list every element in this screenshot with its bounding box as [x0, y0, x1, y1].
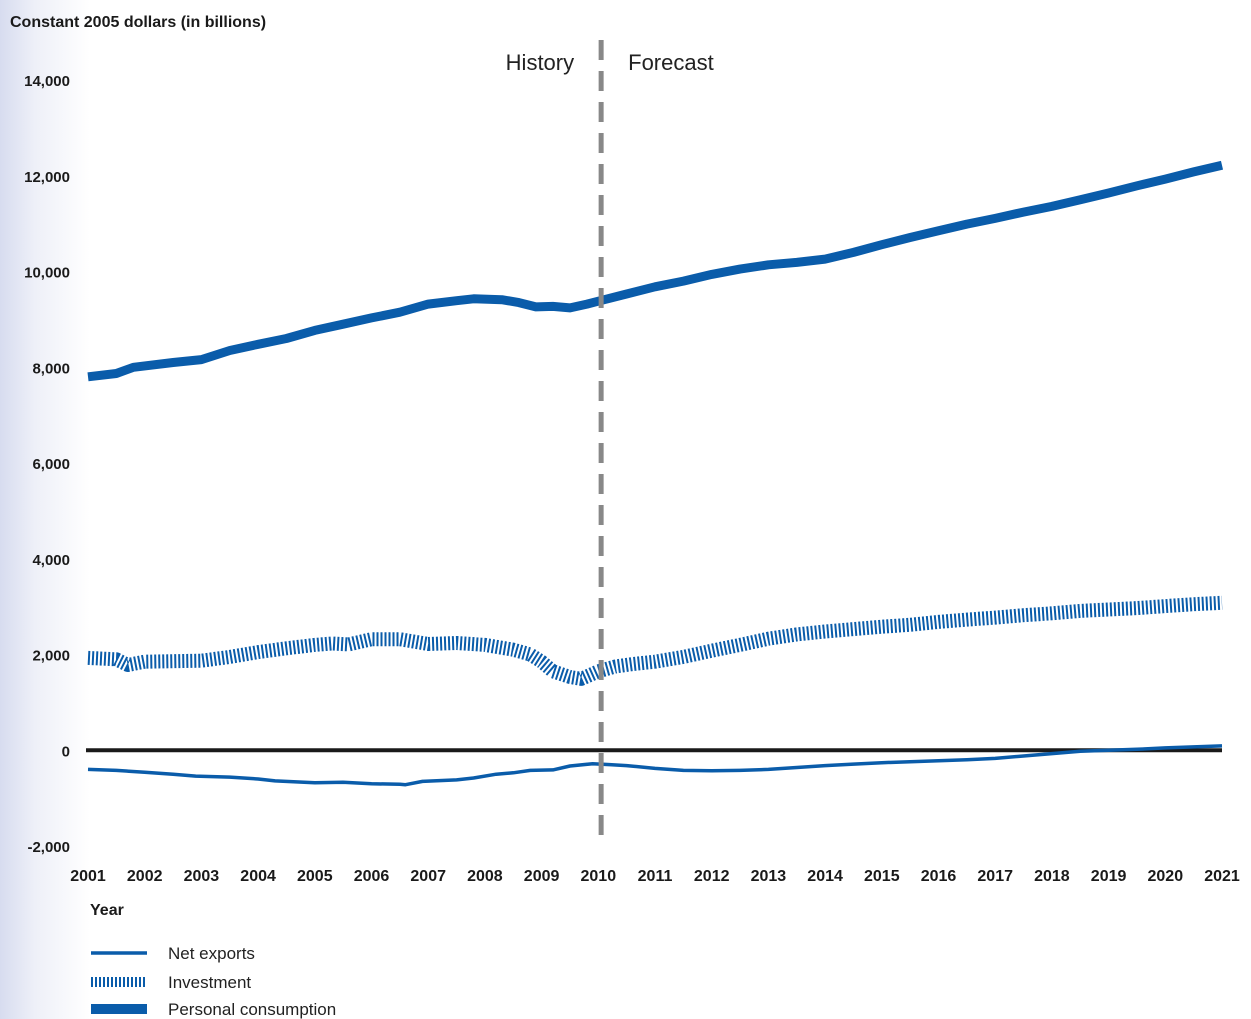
x-tick-label: 2014	[807, 868, 843, 885]
x-tick-label: 2021	[1204, 868, 1240, 885]
x-axis-title: Year	[90, 902, 124, 919]
x-tick-label: 2010	[581, 868, 617, 885]
x-tick-label: 2013	[751, 868, 787, 885]
y-tick-label: 14,000	[24, 73, 70, 90]
legend: Net exports Investment Personal consumptio…	[91, 944, 336, 1019]
x-tick-label: 2015	[864, 868, 900, 885]
y-tick-label: -2,000	[27, 839, 70, 856]
x-tick-label: 2017	[977, 868, 1013, 885]
y-tick-label: 4,000	[32, 552, 70, 569]
legend-label: Personal consumption	[168, 1000, 336, 1019]
y-tick-label: 12,000	[24, 169, 70, 186]
x-tick-label: 2005	[297, 868, 333, 885]
x-tick-label: 2006	[354, 868, 390, 885]
x-axis-ticks: 2001 2002 2003 2004 2005 2006 2007 2008 2009 2010…	[70, 868, 1240, 885]
x-tick-label: 2004	[240, 868, 276, 885]
x-tick-label: 2019	[1091, 868, 1127, 885]
forecast-label: Forecast	[628, 50, 714, 75]
y-tick-label: 0	[62, 743, 70, 760]
history-label: History	[506, 50, 574, 75]
x-tick-label: 2008	[467, 868, 503, 885]
series-line-investment	[87, 595, 1223, 686]
series-line-net-exports	[87, 744, 1223, 787]
series-layer	[87, 160, 1224, 787]
x-tick-label: 2018	[1034, 868, 1070, 885]
y-tick-label: 10,000	[24, 265, 70, 282]
x-tick-label: 2012	[694, 868, 730, 885]
x-tick-label: 2020	[1148, 868, 1184, 885]
x-tick-label: 2007	[410, 868, 446, 885]
x-tick-label: 2002	[127, 868, 163, 885]
x-tick-label: 2011	[638, 868, 673, 885]
x-tick-label: 2009	[524, 868, 560, 885]
y-axis-ticks: 14,000 12,000 10,000 8,000 6,000 4,000 2,000 0 -…	[24, 73, 70, 856]
series-line-personal-consumption	[87, 160, 1224, 382]
y-tick-label: 6,000	[32, 456, 70, 473]
x-tick-label: 2003	[184, 868, 220, 885]
legend-label: Net exports	[168, 944, 255, 963]
x-tick-label: 2001	[70, 868, 106, 885]
legend-label: Investment	[168, 973, 251, 992]
y-tick-label: 8,000	[32, 360, 70, 377]
y-axis-title: Constant 2005 dollars (in billions)	[10, 14, 266, 31]
x-tick-label: 2016	[921, 868, 957, 885]
y-tick-label: 2,000	[32, 648, 70, 665]
